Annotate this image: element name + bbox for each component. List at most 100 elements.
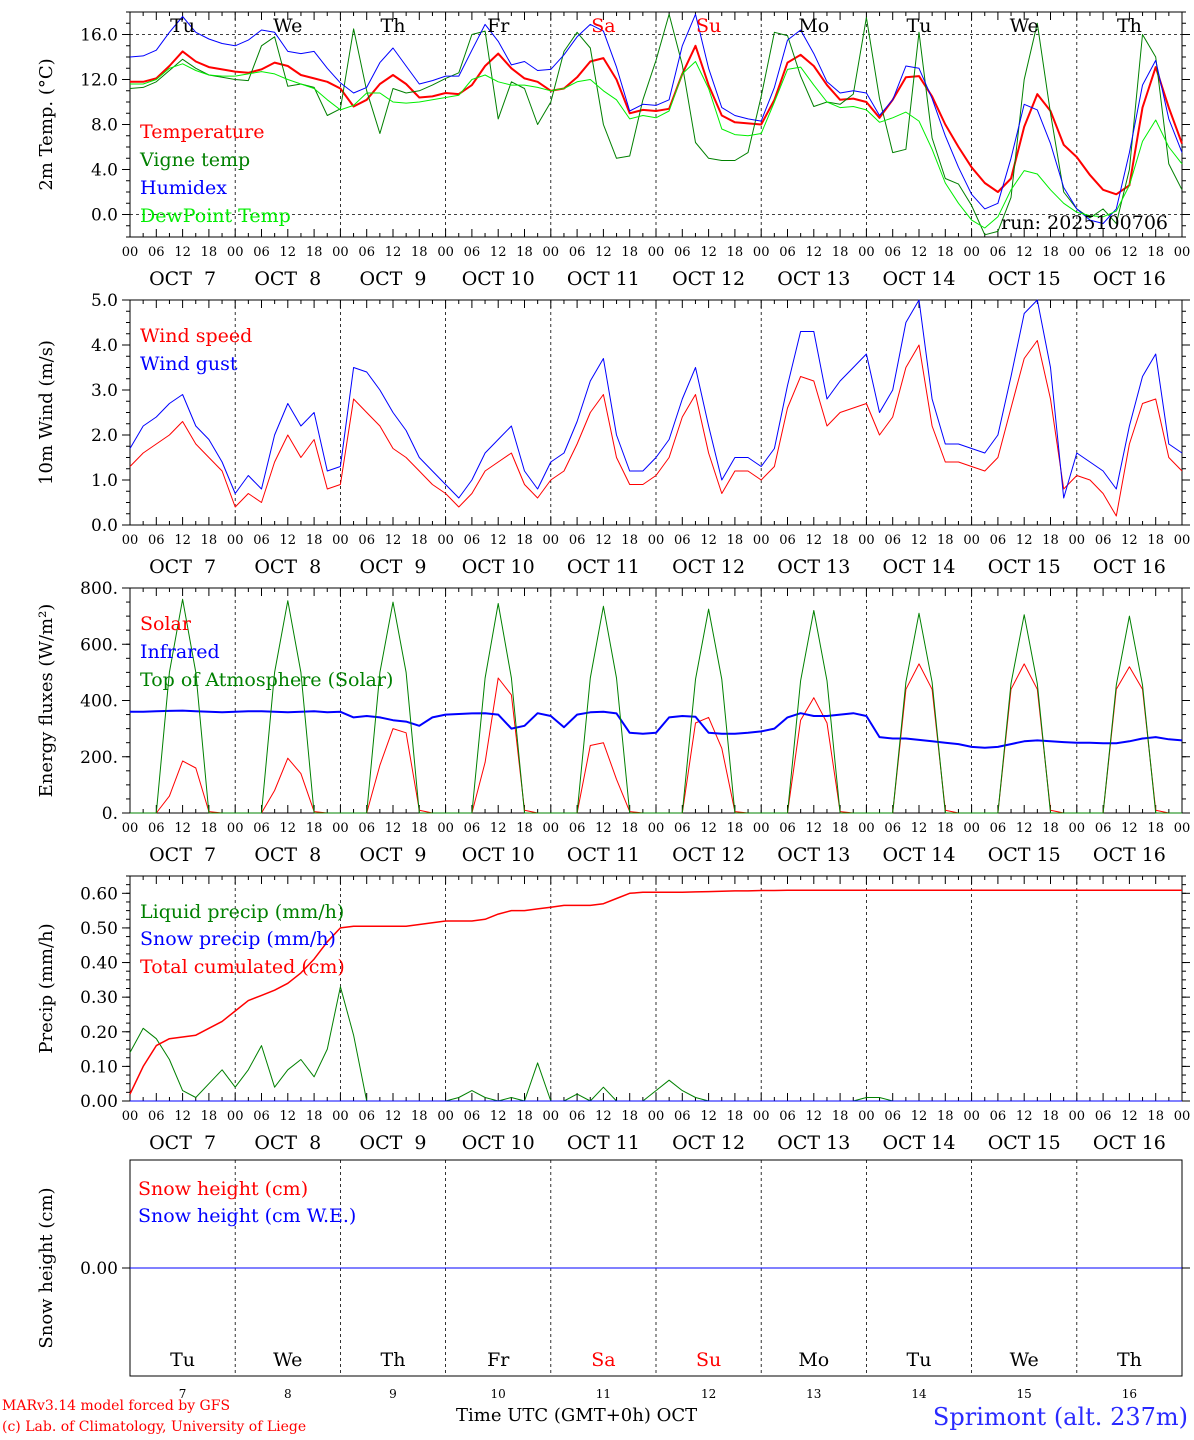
hour-tick-label: 06	[464, 533, 481, 548]
day-abbr: We	[1010, 1349, 1039, 1371]
legend-entry: Liquid precip (mm/h)	[140, 901, 344, 923]
hour-tick-label: 12	[911, 533, 928, 548]
date-label: OCT 16	[1093, 556, 1166, 578]
hour-tick-label: 12	[385, 1109, 402, 1124]
day-number: 7	[179, 1387, 187, 1401]
date-label: OCT 11	[567, 1132, 640, 1154]
hour-tick-label: 12	[911, 1109, 928, 1124]
day-number: 15	[1017, 1387, 1032, 1401]
date-label: OCT 7	[149, 556, 216, 578]
hour-tick-label: 12	[1121, 821, 1138, 836]
day-abbr: Th	[1117, 1349, 1142, 1371]
legend-entry: Total cumulated (cm)	[140, 956, 345, 978]
day-abbr: Tu	[907, 15, 932, 37]
hour-tick-label: 18	[516, 245, 533, 260]
y-tick-label: 0.60	[80, 884, 118, 904]
hour-tick-label: 00	[122, 245, 139, 260]
panel-1: 0.0 4.0 8.0 12.0 16.0 2m Temp. (°C) Temperatur…	[36, 11, 1191, 290]
y-tick-label: 4.0	[91, 161, 118, 181]
hour-tick-label: 06	[464, 821, 481, 836]
day-abbr: Th	[1117, 15, 1142, 37]
date-label: OCT 12	[672, 1132, 745, 1154]
series-total-cumulated-cm	[129, 889, 1182, 1095]
hour-tick-label: 18	[516, 1109, 533, 1124]
hour-tick-label: 18	[937, 245, 954, 260]
hour-tick-label: 12	[490, 533, 507, 548]
legend-entry: Humidex	[140, 177, 227, 199]
hour-tick-label: 12	[595, 245, 612, 260]
date-label: OCT 7	[149, 1132, 216, 1154]
hour-tick-label: 18	[201, 821, 218, 836]
date-label: OCT 13	[777, 556, 850, 578]
date-label: OCT 8	[254, 1132, 321, 1154]
hour-tick-label: 00	[858, 533, 875, 548]
hour-tick-label: 06	[674, 533, 691, 548]
hour-tick-label: 00	[753, 533, 770, 548]
y-axis-label: Snow height (cm)	[36, 1187, 57, 1348]
hour-tick-label: 00	[332, 533, 349, 548]
date-label: OCT 12	[672, 268, 745, 290]
hour-tick-label: 00	[648, 821, 665, 836]
date-label: OCT 11	[567, 556, 640, 578]
hour-tick-label: 06	[358, 821, 375, 836]
hour-tick-label: 00	[332, 245, 349, 260]
hour-tick-label: 06	[569, 1109, 586, 1124]
legend-entry: Temperature	[140, 121, 264, 143]
y-axis-label: Precip (mm/h)	[36, 923, 57, 1053]
day-abbr: We	[1010, 15, 1039, 37]
y-tick-label: 0.50	[80, 919, 118, 939]
series-humidex	[129, 13, 1183, 224]
legend-entry: Wind speed	[140, 325, 252, 347]
hour-tick-label: 12	[806, 821, 823, 836]
hour-tick-label: 00	[1174, 245, 1191, 260]
hour-tick-label: 18	[1042, 533, 1059, 548]
hour-tick-label: 00	[1174, 1109, 1191, 1124]
hour-tick-label: 06	[464, 1109, 481, 1124]
hour-tick-label: 00	[227, 533, 244, 548]
hour-tick-label: 18	[727, 245, 744, 260]
hour-tick-label: 12	[280, 821, 297, 836]
hour-tick-label: 00	[122, 821, 139, 836]
y-tick-label: 0.30	[80, 988, 118, 1008]
hour-tick-label: 06	[990, 533, 1007, 548]
hour-tick-label: 18	[306, 533, 323, 548]
hour-tick-label: 06	[884, 1109, 901, 1124]
hour-tick-label: 12	[806, 1109, 823, 1124]
date-label: OCT 14	[882, 556, 955, 578]
hour-tick-label: 06	[1095, 821, 1112, 836]
hour-tick-label: 18	[937, 533, 954, 548]
hour-tick-label: 18	[516, 821, 533, 836]
date-label: OCT 8	[254, 556, 321, 578]
date-label: OCT 9	[360, 844, 427, 866]
hour-tick-label: 06	[674, 1109, 691, 1124]
hour-tick-label: 18	[1147, 533, 1164, 548]
station-name: Sprimont (alt. 237m)	[932, 1403, 1188, 1431]
hour-tick-label: 12	[595, 533, 612, 548]
hour-tick-label: 18	[727, 1109, 744, 1124]
hour-tick-label: 12	[385, 245, 402, 260]
hour-tick-label: 00	[1069, 245, 1086, 260]
y-tick-label: 2.0	[91, 426, 118, 446]
hour-tick-label: 18	[621, 245, 638, 260]
day-abbr: Th	[381, 1349, 406, 1371]
hour-tick-label: 12	[174, 821, 191, 836]
hour-tick-label: 12	[700, 533, 717, 548]
y-axis-label: 2m Temp. (°C)	[36, 58, 57, 190]
lab-credit: (c) Lab. of Climatology, University of L…	[2, 1419, 307, 1435]
hour-tick-label: 00	[1069, 821, 1086, 836]
y-tick-label: 12.0	[80, 71, 118, 91]
hour-tick-label: 00	[437, 533, 454, 548]
y-tick-label: 3.0	[91, 381, 118, 401]
date-label: OCT 14	[882, 1132, 955, 1154]
hour-tick-label: 06	[253, 533, 270, 548]
y-axis-label: Energy fluxes (W/m²)	[36, 604, 57, 798]
panel-2: 0.0 1.0 2.0 3.0 4.0 5.0 10m Wind (m/s) Wind spe…	[36, 291, 1190, 578]
hour-tick-label: 12	[174, 245, 191, 260]
hour-tick-label: 06	[569, 533, 586, 548]
hour-tick-label: 18	[621, 821, 638, 836]
hour-tick-label: 00	[1174, 821, 1191, 836]
hour-tick-label: 00	[858, 821, 875, 836]
date-label: OCT 15	[988, 268, 1061, 290]
hour-tick-label: 00	[963, 533, 980, 548]
hour-tick-label: 18	[832, 821, 849, 836]
